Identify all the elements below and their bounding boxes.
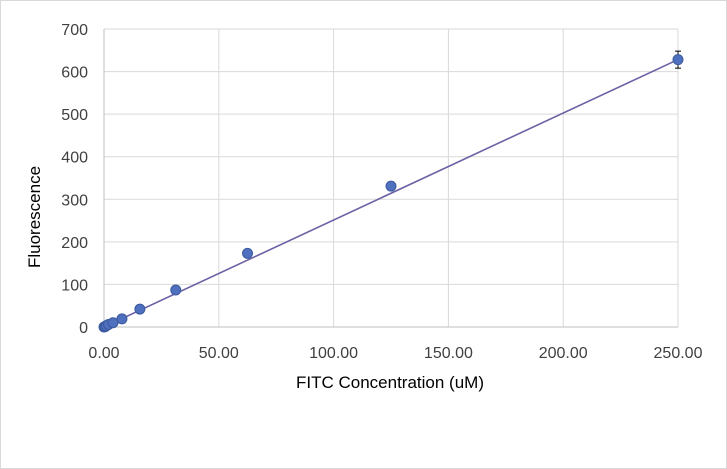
data-points-layer	[98, 54, 684, 333]
y-tick-label: 0	[79, 320, 88, 337]
y-tick-labels: 0 100 200 300 400 500 600 700	[61, 22, 88, 337]
data-point	[170, 284, 182, 296]
y-axis-title: Fluorescence	[25, 166, 44, 268]
x-tick-labels: 0.00 50.00 100.00 150.00 200.00 250.00	[88, 345, 702, 362]
y-tick-label: 600	[61, 65, 88, 82]
axes	[103, 29, 678, 328]
data-point	[134, 303, 146, 315]
x-tick-label: 0.00	[88, 345, 119, 362]
data-point	[242, 247, 253, 259]
data-point	[672, 54, 684, 66]
trendline	[103, 58, 679, 328]
x-axis-title: FITC Concentration (uM)	[296, 373, 484, 392]
y-tick-label: 500	[61, 107, 88, 124]
x-tick-label: 200.00	[539, 345, 588, 362]
data-point	[107, 317, 119, 329]
y-tick-label: 700	[61, 22, 88, 39]
x-tick-label: 250.00	[654, 345, 703, 362]
gridlines	[104, 28, 679, 327]
y-tick-label: 200	[61, 235, 88, 252]
y-tick-label: 400	[61, 150, 88, 167]
x-tick-label: 50.00	[199, 345, 239, 362]
data-point	[116, 313, 128, 325]
trendline-layer	[103, 58, 679, 328]
y-tick-label: 300	[61, 192, 88, 209]
data-point	[385, 180, 397, 192]
x-tick-label: 150.00	[424, 345, 473, 362]
y-tick-label: 100	[61, 277, 88, 294]
x-tick-label: 100.00	[309, 345, 358, 362]
